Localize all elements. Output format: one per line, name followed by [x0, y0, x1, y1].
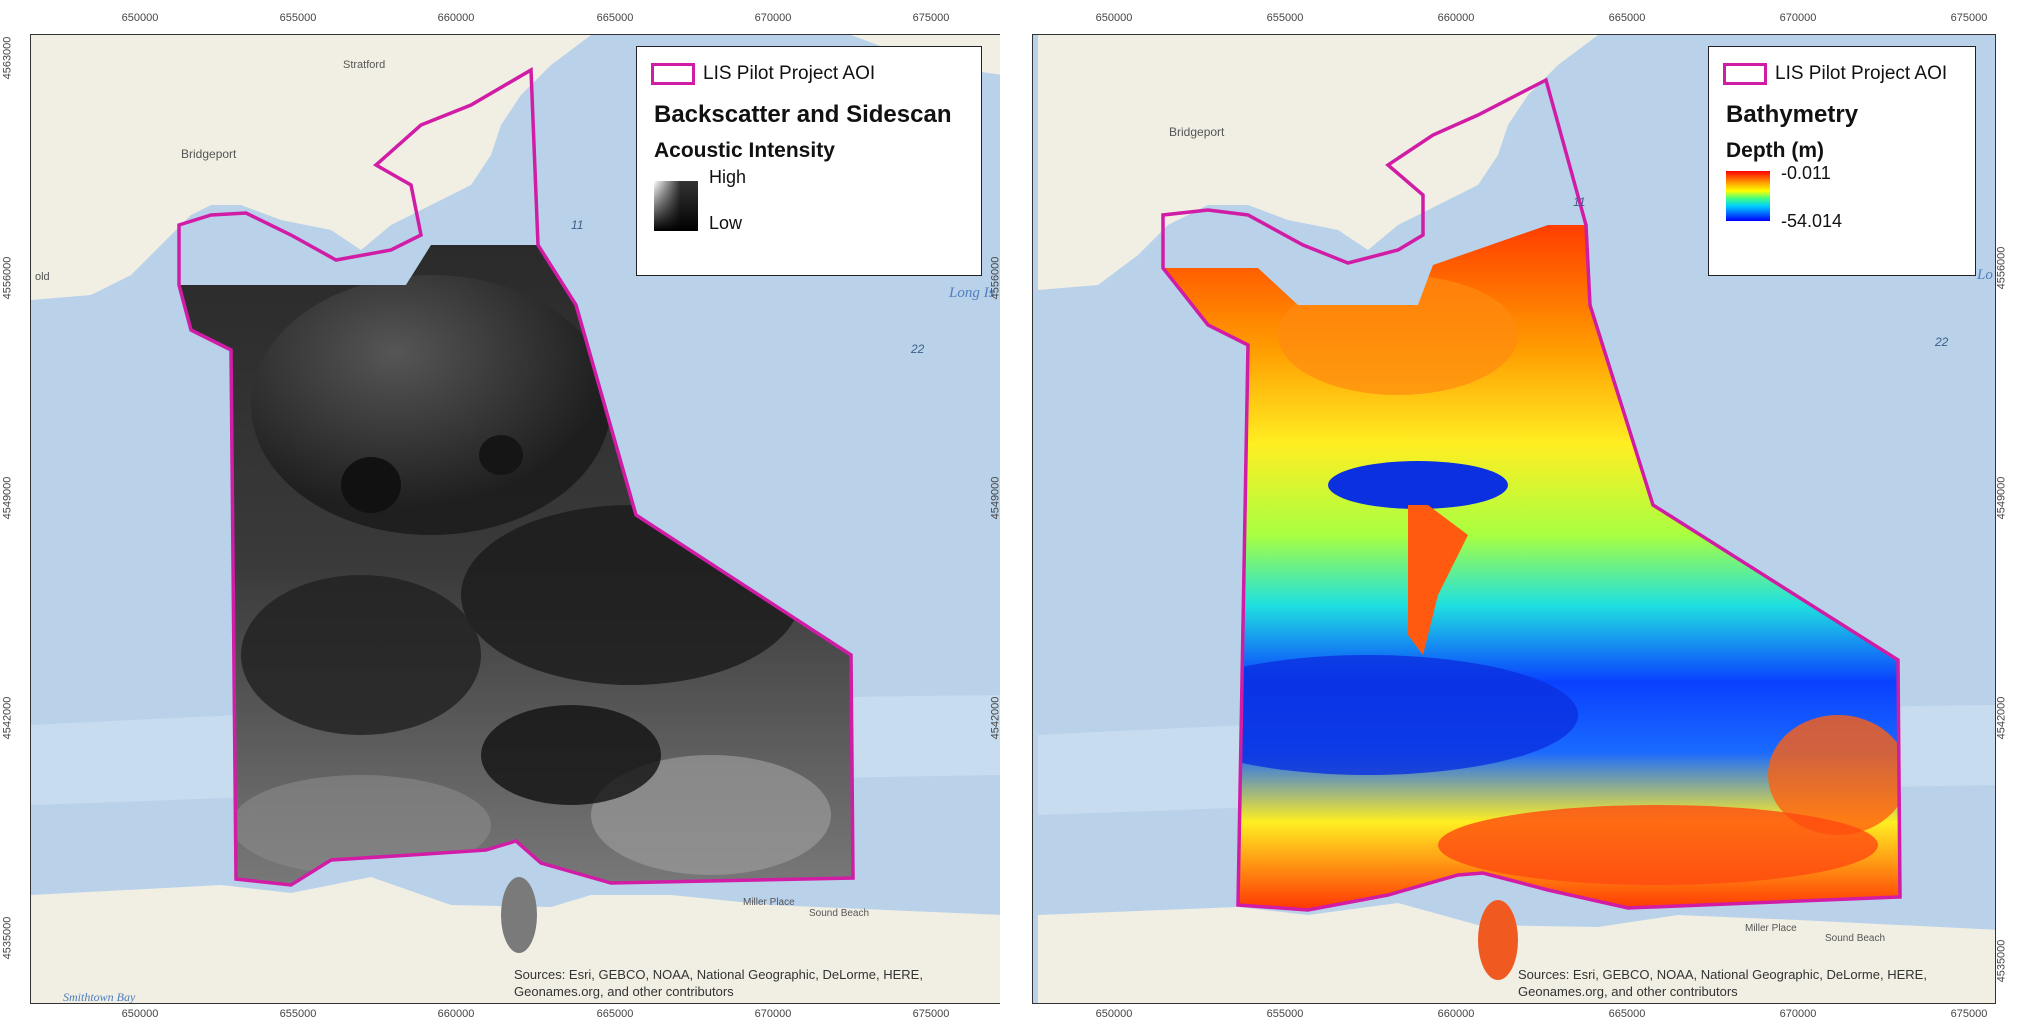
attribution: Sources: Esri, GEBCO, NOAA, National Geo…: [1518, 967, 1927, 999]
x-tick: 650000: [1095, 1008, 1133, 1020]
place-label: Sound Beach: [809, 908, 870, 919]
map-canvas: [1038, 35, 1995, 1003]
x-tick: 655000: [279, 12, 317, 24]
bathymetry-map-panel: 650000 655000 660000 665000 670000 67500…: [989, 0, 2030, 1029]
y-tick: 4556000: [989, 256, 1002, 300]
water-label: Lo: [1977, 267, 1993, 283]
y-tick: 4549000: [1, 476, 14, 520]
x-tick: 660000: [1437, 1008, 1475, 1020]
aoi-boundary: [1161, 77, 1902, 912]
y-tick: 4549000: [1995, 476, 2008, 520]
x-tick: 655000: [1266, 12, 1304, 24]
x-tick: 675000: [1950, 12, 1988, 24]
aoi-legend-entry: LIS Pilot Project AOI: [651, 63, 875, 85]
backscatter-map-panel: 650000 655000 660000 665000 670000 67500…: [0, 0, 1004, 1029]
legend-subtitle: Acoustic Intensity: [654, 139, 835, 162]
x-tick: 650000: [1095, 12, 1133, 24]
depth-label: 11: [1573, 195, 1586, 209]
x-tick: 665000: [596, 1008, 634, 1020]
place-label: old: [35, 271, 50, 283]
y-tick: 4542000: [1, 696, 14, 740]
place-label: Bridgeport: [1169, 125, 1225, 139]
x-tick: 665000: [1608, 1008, 1646, 1020]
x-tick: 670000: [754, 12, 792, 24]
x-tick: 655000: [279, 1008, 317, 1020]
y-tick: 4535000: [1995, 939, 2008, 983]
x-tick: 670000: [754, 1008, 792, 1020]
x-tick: 675000: [912, 1008, 950, 1020]
ramp-low-label: Low: [709, 213, 743, 233]
legend-subtitle: Depth (m): [1726, 139, 1824, 162]
depth-ramp: [1726, 171, 1770, 221]
ramp-high-label: High: [709, 167, 747, 187]
ramp-high-label: -0.011: [1781, 163, 1831, 183]
place-label: Sound Beach: [1825, 933, 1886, 944]
aoi-swatch: [651, 63, 695, 85]
x-tick: 665000: [596, 12, 634, 24]
place-label: Stratford: [343, 59, 386, 71]
x-tick: 660000: [1437, 12, 1475, 24]
x-tick: 650000: [121, 1008, 159, 1020]
aoi-swatch: [1723, 63, 1767, 85]
place-label: Miller Place: [743, 897, 795, 908]
x-tick: 675000: [1950, 1008, 1988, 1020]
x-tick: 675000: [912, 12, 950, 24]
ramp-low-label: -54.014: [1781, 211, 1843, 231]
depth-label: 11: [571, 218, 584, 232]
depth-label: 22: [911, 342, 925, 356]
intensity-ramp: [654, 181, 698, 231]
place-label: Bridgeport: [181, 147, 237, 161]
y-tick: 4542000: [989, 696, 1002, 740]
x-tick: 660000: [437, 1008, 475, 1020]
legend-title: Backscatter and Sidescan: [654, 101, 952, 128]
bathymetry-raster: [1163, 225, 1900, 910]
place-label: Miller Place: [1745, 923, 1797, 934]
map-frame: Stratford Bridgeport old 11 22 Long Is M…: [30, 34, 1004, 1004]
y-tick: 4542000: [1995, 696, 2008, 740]
attribution: Sources: Esri, GEBCO, NOAA, National Geo…: [514, 967, 923, 999]
connecticut-land: [1038, 35, 1598, 290]
connecticut-land: [31, 35, 591, 300]
x-tick: 665000: [1608, 12, 1646, 24]
x-tick: 655000: [1266, 1008, 1304, 1020]
map-legend: LIS Pilot Project AOI Backscatter and Si…: [636, 46, 982, 276]
map-legend: LIS Pilot Project AOI Bathymetry Depth (…: [1708, 46, 1976, 276]
backscatter-harbor: [501, 877, 537, 953]
y-tick: 4556000: [1995, 246, 2008, 290]
y-tick: 4563000: [1, 36, 14, 80]
x-tick: 660000: [437, 12, 475, 24]
y-tick: 4556000: [1, 256, 14, 300]
water-label: Smithtown Bay: [63, 990, 136, 1004]
aoi-boundary: [177, 67, 855, 887]
x-tick: 650000: [121, 12, 159, 24]
water-label: Long Is: [949, 285, 995, 301]
aoi-legend-entry: LIS Pilot Project AOI: [1723, 63, 1947, 85]
legend-title: Bathymetry: [1726, 101, 1859, 128]
bathymetry-harbor: [1478, 900, 1518, 980]
backscatter-raster: [179, 245, 853, 885]
map-canvas: [31, 35, 1003, 1003]
y-tick: 4549000: [989, 476, 1002, 520]
aoi-label: LIS Pilot Project AOI: [703, 63, 876, 84]
depth-label: 22: [1935, 335, 1949, 349]
y-tick: 4535000: [1, 916, 14, 960]
x-tick: 670000: [1779, 1008, 1817, 1020]
aoi-label: LIS Pilot Project AOI: [1775, 63, 1948, 84]
x-tick: 670000: [1779, 12, 1817, 24]
